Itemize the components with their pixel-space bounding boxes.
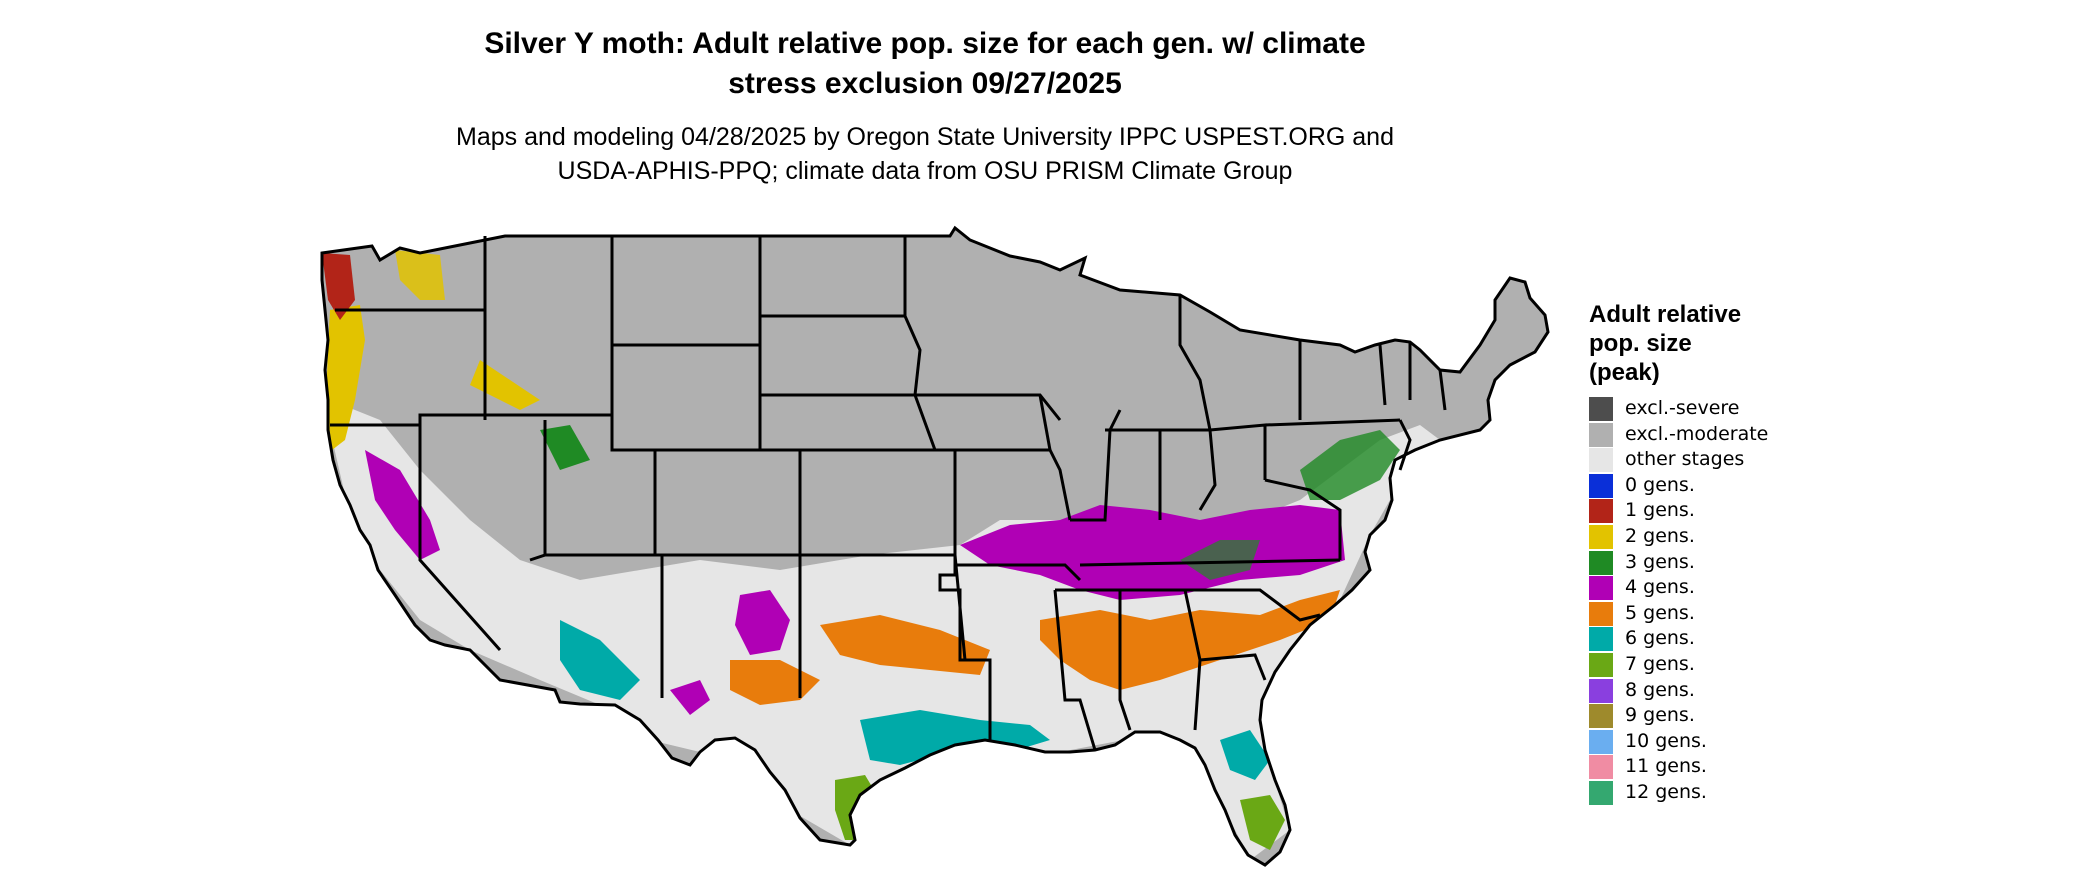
legend-label: 9 gens.	[1625, 704, 1695, 727]
subtitle-line-2: USDA-APHIS-PPQ; climate data from OSU PR…	[557, 157, 1293, 185]
five-gens-north-texas	[820, 615, 990, 675]
subtitle-line-1: Maps and modeling 04/28/2025 by Oregon S…	[456, 123, 1394, 151]
legend-label: 0 gens.	[1625, 473, 1695, 496]
legend-title-line-3: (peak)	[1589, 359, 1660, 386]
legend-swatch	[1589, 755, 1613, 780]
legend-swatch	[1589, 652, 1613, 677]
legend-label: 12 gens.	[1625, 780, 1707, 803]
legend-swatch	[1589, 448, 1613, 473]
legend-swatch	[1589, 499, 1613, 524]
three-gens-tennessee	[1180, 540, 1260, 580]
legend-label: 8 gens.	[1625, 678, 1695, 701]
legend-label: 5 gens.	[1625, 601, 1695, 624]
two-gens-west-coast	[326, 305, 365, 450]
legend-label: 7 gens.	[1625, 652, 1695, 675]
two-gens-washington	[395, 250, 445, 300]
four-gens-arizona	[670, 680, 710, 715]
four-gens-appalachia	[960, 505, 1345, 600]
map-subtitle: Maps and modeling 04/28/2025 by Oregon S…	[300, 120, 1550, 188]
legend-label: other stages	[1625, 448, 1745, 471]
legend-swatch	[1589, 780, 1613, 805]
legend-swatch	[1589, 601, 1613, 626]
legend-title-line-2: pop. size	[1589, 330, 1692, 357]
six-gens-arizona	[560, 620, 640, 700]
legend-label: 11 gens.	[1625, 755, 1707, 778]
legend-title: Adult relative pop. size (peak)	[1589, 300, 1741, 387]
state-borders	[320, 225, 1550, 867]
one-gen-coast	[322, 253, 355, 320]
legend-swatch	[1589, 550, 1613, 575]
six-gens-florida	[1220, 730, 1270, 780]
five-gens-west-texas	[730, 660, 820, 705]
legend-swatch	[1589, 678, 1613, 703]
legend-label: 2 gens.	[1625, 524, 1695, 547]
legend-swatch	[1589, 704, 1613, 729]
legend-label: excl.-severe	[1625, 397, 1740, 419]
title-line-1: Silver Y moth: Adult relative pop. size …	[484, 27, 1366, 60]
five-gens-southeast	[1040, 590, 1340, 690]
legend-swatch	[1589, 422, 1613, 447]
legend-title-line-1: Adult relative	[1589, 301, 1742, 328]
legend-swatch	[1589, 473, 1613, 498]
legend-swatch	[1589, 397, 1613, 421]
four-gens-new-mexico	[735, 590, 790, 655]
legend-label: 10 gens.	[1625, 729, 1707, 752]
legend-label: 4 gens.	[1625, 576, 1695, 599]
legend-label: 6 gens.	[1625, 627, 1695, 650]
three-gens-utah	[540, 425, 590, 470]
legend-label: excl.-moderate	[1625, 422, 1769, 445]
legend-label: 3 gens.	[1625, 550, 1695, 573]
seven-gens-florida-tip	[1240, 795, 1285, 850]
title-line-2: stress exclusion 09/27/2025	[728, 67, 1122, 100]
legend-swatch	[1589, 627, 1613, 652]
map-title: Silver Y moth: Adult relative pop. size …	[300, 24, 1550, 104]
three-gens-mid-atlantic	[1300, 430, 1400, 500]
legend-swatch	[1589, 576, 1613, 601]
legend-swatch	[1589, 729, 1613, 754]
legend-label: 1 gens.	[1625, 499, 1695, 522]
legend-swatch	[1589, 524, 1613, 549]
two-gens-idaho	[470, 360, 540, 410]
